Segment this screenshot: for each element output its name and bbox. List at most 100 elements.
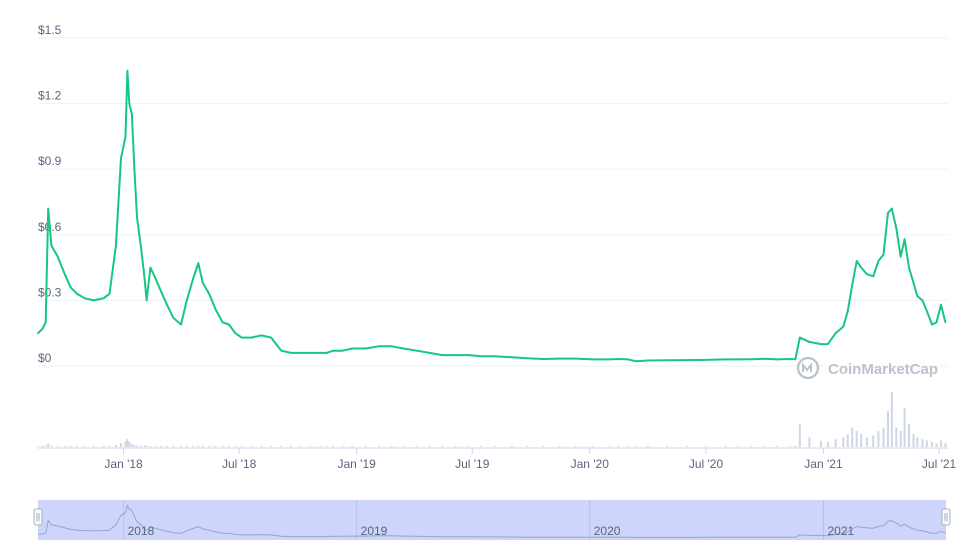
volume-bar	[855, 430, 858, 447]
volume-bar	[558, 446, 561, 447]
price-point	[41, 327, 44, 330]
price-point	[617, 358, 620, 360]
volume-bar	[299, 446, 302, 447]
volume-bar	[126, 439, 129, 447]
volume-bar	[736, 446, 739, 447]
price-point	[890, 207, 893, 210]
volume-bar	[882, 427, 885, 447]
price-point	[145, 299, 148, 302]
volume-bar	[50, 445, 53, 447]
volume-bar	[92, 446, 95, 447]
price-point	[131, 113, 133, 116]
volume-bar	[260, 446, 263, 447]
volume-bar	[794, 446, 797, 447]
navigator-right-handle[interactable]	[941, 508, 951, 526]
volume-bar	[325, 446, 328, 447]
volume-bar	[899, 430, 902, 447]
x-tick-label: Jan '20	[571, 457, 610, 471]
price-point	[364, 347, 367, 350]
volume-bar	[390, 446, 393, 447]
volume-bar	[860, 434, 863, 447]
price-point	[124, 135, 127, 138]
volume-bar	[750, 446, 753, 447]
volume-bar	[846, 434, 849, 447]
price-series[interactable]	[37, 69, 947, 363]
price-point	[935, 321, 938, 324]
volume-bar	[608, 446, 611, 447]
volume-bar	[160, 446, 163, 447]
volume-bar	[139, 445, 142, 447]
price-point	[834, 332, 837, 335]
volume-bar	[912, 434, 915, 447]
volume-bar	[775, 446, 778, 447]
navigator[interactable]: 2018 2019 2020 2021	[33, 500, 951, 540]
volume-bar	[704, 446, 707, 447]
price-point	[128, 102, 131, 105]
y-tick-label: $0.9	[38, 154, 62, 168]
price-point	[574, 357, 577, 360]
price-point	[50, 244, 53, 247]
navigator-left-handle[interactable]	[33, 508, 43, 526]
volume-bar	[939, 440, 942, 447]
price-point	[126, 69, 129, 72]
price-point	[855, 260, 858, 262]
coinmarketcap-logo-icon	[796, 356, 820, 380]
price-point	[299, 352, 302, 354]
volume-bar	[201, 446, 204, 447]
price-point	[428, 352, 431, 354]
volume-bar	[574, 446, 577, 447]
volume-bar	[493, 446, 496, 447]
price-point	[270, 336, 272, 339]
y-axis-ticks: $0$0.3$0.6$0.9$1.2$1.5	[38, 23, 62, 365]
price-point	[846, 310, 849, 313]
x-tick-label: Jul '21	[922, 457, 957, 471]
y-tick-label: $0.3	[38, 285, 62, 299]
volume-bar	[903, 408, 906, 447]
volume-bar	[646, 446, 649, 447]
grid-lines	[38, 37, 948, 367]
volume-bar	[895, 427, 898, 447]
navigator-year-label: 2021	[827, 524, 854, 538]
price-point	[558, 357, 561, 360]
volume-bar	[627, 446, 630, 447]
price-point	[908, 266, 910, 269]
volume-bar	[143, 445, 146, 447]
price-point	[221, 321, 224, 324]
volume-bars	[37, 391, 947, 447]
volume-bar	[526, 446, 529, 447]
price-point	[63, 273, 66, 276]
price-point	[467, 354, 470, 356]
price-point	[341, 349, 344, 352]
volume-bar	[37, 446, 39, 447]
volume-bar	[666, 446, 669, 447]
price-point	[69, 286, 72, 289]
volume-bar	[240, 446, 243, 447]
volume-bar	[925, 440, 928, 447]
volume-bar	[227, 446, 230, 447]
x-tick-label: Jul '20	[689, 457, 724, 471]
price-point	[44, 321, 47, 324]
price-point	[842, 325, 845, 328]
volume-bar	[108, 445, 111, 447]
volume-bar	[842, 437, 845, 447]
volume-bar	[510, 446, 513, 447]
volume-bar	[124, 441, 127, 447]
volume-bar	[865, 437, 868, 447]
navigator-series	[37, 504, 946, 539]
volume-bar	[378, 446, 381, 447]
navigator-year-label: 2019	[361, 524, 388, 538]
volume-bar	[886, 411, 889, 447]
price-point	[260, 334, 263, 337]
volume-bar	[364, 446, 367, 447]
price-point	[926, 310, 928, 313]
price-point	[647, 359, 649, 362]
price-point	[750, 358, 753, 361]
price-point	[108, 292, 111, 295]
price-point	[860, 266, 863, 269]
price-point	[608, 358, 611, 361]
volume-bar	[441, 446, 444, 447]
volume-bar	[685, 446, 688, 447]
navigator-window[interactable]	[38, 500, 946, 540]
volume-bar	[798, 424, 801, 447]
navigator-year-label: 2020	[594, 524, 621, 538]
